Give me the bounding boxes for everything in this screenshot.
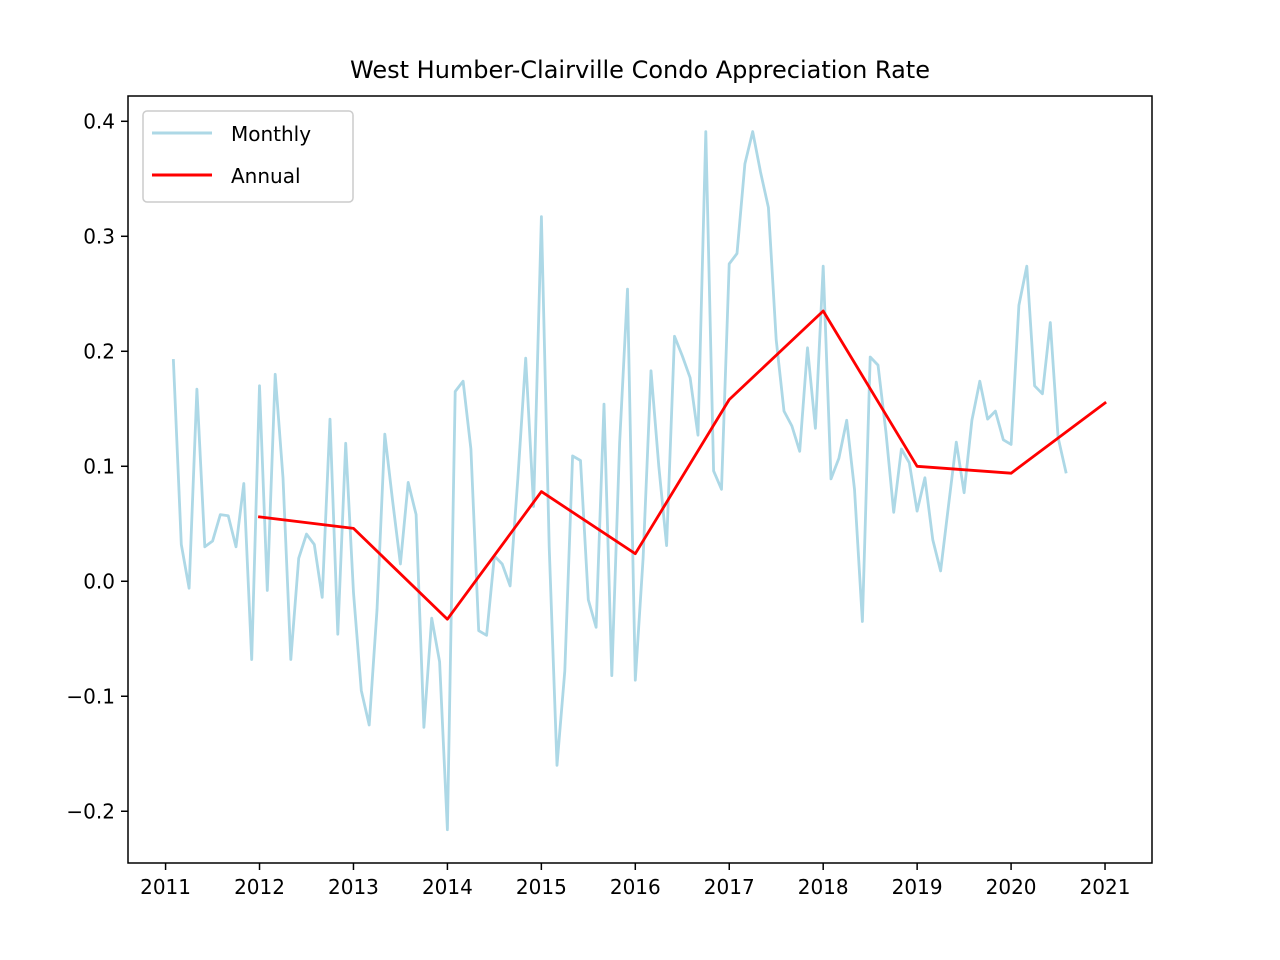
- y-tick-label: 0.2: [83, 339, 115, 363]
- x-axis: 2011 2012 2013 2014 2015 2016 2017 2018 2019 2020…: [140, 863, 1130, 899]
- x-tick-label: 2012: [234, 875, 285, 899]
- plot-series: [171, 130, 1107, 832]
- x-tick-label: 2019: [892, 875, 943, 899]
- x-tick-label: 2014: [422, 875, 473, 899]
- y-tick-label: 0.3: [83, 224, 115, 248]
- x-tick-label: 2021: [1080, 875, 1131, 899]
- y-tick-label: 0.0: [83, 569, 115, 593]
- y-tick-label: 0.4: [83, 109, 115, 133]
- x-tick-label: 2013: [328, 875, 379, 899]
- series-line-monthly: [171, 130, 1068, 832]
- x-tick-label: 2015: [516, 875, 567, 899]
- y-tick-label: 0.1: [83, 454, 115, 478]
- legend-label-monthly: Monthly: [231, 122, 311, 146]
- legend: Monthly Annual: [142, 110, 354, 203]
- plot-frame: [127, 95, 1153, 864]
- legend-label-annual: Annual: [231, 164, 301, 188]
- x-tick-label: 2016: [610, 875, 661, 899]
- x-tick-label: 2020: [986, 875, 1037, 899]
- series-line-annual: [257, 309, 1107, 621]
- y-tick-label: −0.1: [66, 684, 115, 708]
- y-axis: −0.2 −0.1 0.0 0.1 0.2 0.3 0.4: [66, 109, 128, 823]
- chart-title: West Humber-Clairville Condo Appreciatio…: [350, 56, 930, 84]
- y-tick-label: −0.2: [66, 799, 115, 823]
- x-tick-label: 2011: [140, 875, 191, 899]
- x-tick-label: 2017: [704, 875, 755, 899]
- x-tick-label: 2018: [798, 875, 849, 899]
